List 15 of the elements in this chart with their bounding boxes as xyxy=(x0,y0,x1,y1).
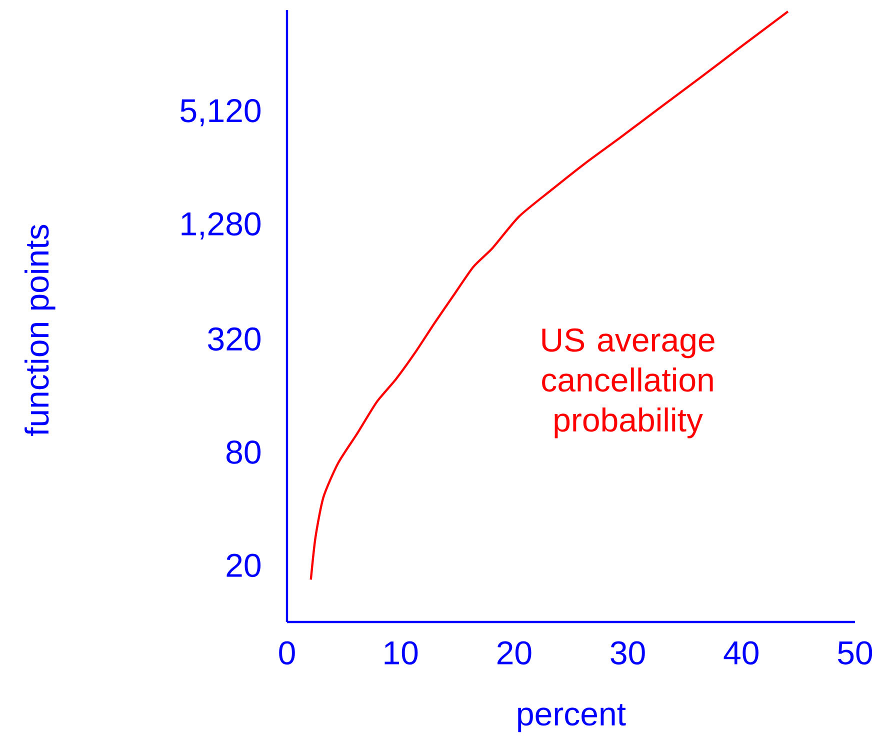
x-tick-label: 40 xyxy=(724,641,758,665)
y-tick-label: 5,120 xyxy=(180,99,260,126)
y-tick-label: 80 xyxy=(226,440,261,464)
y-tick-label: 1,280 xyxy=(182,212,260,240)
y-axis-title: function points xyxy=(24,224,56,436)
x-tick-label: 20 xyxy=(498,641,532,665)
line-series xyxy=(310,10,790,581)
text: US average cancellation probability xyxy=(542,328,714,438)
x-axis-title: percent xyxy=(518,704,626,732)
y-tick-label: 320 xyxy=(208,327,260,351)
x-tick-label: 10 xyxy=(384,641,418,665)
y-tick-label: 20 xyxy=(226,554,261,578)
x-tick-label: 50 xyxy=(838,641,872,665)
x-tick-label: 30 xyxy=(610,641,645,665)
x-tick-label: 0 xyxy=(279,641,295,665)
